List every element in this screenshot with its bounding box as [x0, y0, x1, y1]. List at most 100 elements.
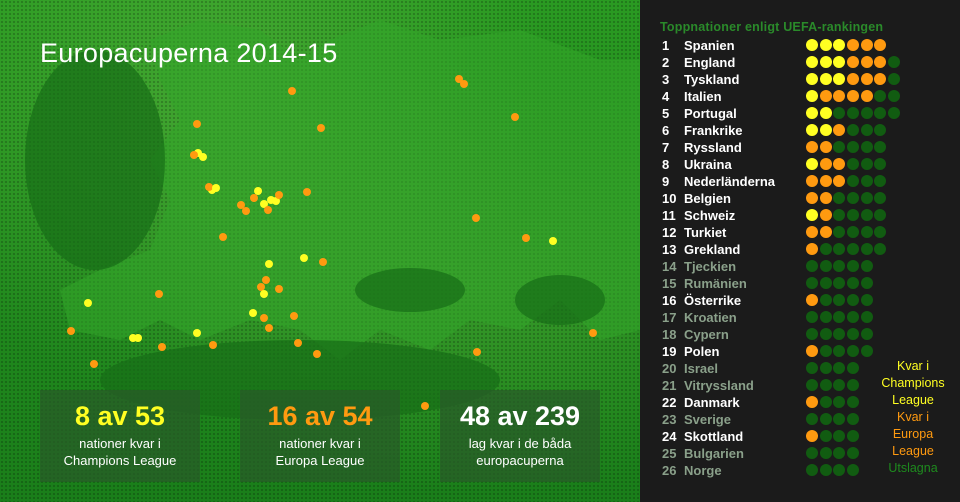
legend-cl-line3: League [892, 393, 934, 407]
eliminated-team-dot [874, 124, 887, 136]
el-team-dot [806, 243, 818, 255]
map-panel: Europacuperna 2014-15 8 av 53 nationer k… [0, 0, 640, 502]
team-status-dots [806, 243, 888, 256]
eliminated-team-dot [819, 413, 832, 425]
rank-number: 9 [662, 174, 670, 189]
legend-europa-league: Kvar i Europa League [873, 409, 953, 460]
rank-country-name: Italien [684, 89, 722, 104]
eliminated-team-dot [847, 260, 860, 272]
eliminated-team-dot [819, 396, 832, 408]
eliminated-team-dot [860, 243, 873, 255]
cl-club-marker [134, 334, 142, 342]
el-club-marker [190, 151, 198, 159]
rank-country-name: Kroatien [684, 310, 737, 325]
eliminated-team-dot [847, 447, 860, 459]
eliminated-team-dot [847, 192, 860, 204]
el-team-dot [806, 430, 818, 442]
cl-team-dot [819, 124, 832, 136]
map-landmass [60, 20, 640, 360]
team-status-dots [806, 158, 888, 171]
eliminated-team-dot [833, 396, 846, 408]
cl-team-dot [806, 73, 818, 85]
el-club-marker [290, 312, 298, 320]
legend-el-line1: Kvar i [897, 410, 929, 424]
ranking-row: 19 Polen [662, 343, 952, 360]
eliminated-team-dot [806, 413, 818, 425]
eliminated-team-dot [847, 396, 860, 408]
el-team-dot [819, 141, 832, 153]
el-club-marker [473, 348, 481, 356]
club-markers [67, 75, 597, 410]
rank-country-name: Portugal [684, 106, 737, 121]
el-club-marker [313, 350, 321, 358]
el-team-dot [819, 192, 832, 204]
el-team-dot [833, 124, 846, 136]
ranking-row: 12 Turkiet [662, 224, 952, 241]
eliminated-team-dot [833, 209, 846, 221]
ranking-row: 2 England [662, 54, 952, 71]
ranking-row: 25 Bulgarien [662, 445, 952, 462]
rank-country-name: Frankrike [684, 123, 743, 138]
rank-number: 5 [662, 106, 670, 121]
eliminated-team-dot [847, 158, 860, 170]
eliminated-team-dot [819, 430, 832, 442]
rank-number: 26 [662, 463, 677, 478]
rank-number: 23 [662, 412, 677, 427]
rank-number: 13 [662, 242, 677, 257]
eliminated-team-dot [819, 243, 832, 255]
cl-team-dot [819, 56, 832, 68]
eliminated-team-dot [806, 464, 818, 476]
eliminated-team-dot [847, 294, 860, 306]
rank-number: 24 [662, 429, 677, 444]
eliminated-team-dot [874, 243, 887, 255]
eliminated-team-dot [860, 311, 873, 323]
el-team-dot [819, 90, 832, 102]
el-club-marker [250, 194, 258, 202]
cl-club-marker [260, 290, 268, 298]
legend-eliminated: Utslagna [873, 460, 953, 477]
team-status-dots [806, 107, 902, 120]
legend-cl-line2: Champions [881, 376, 945, 390]
eliminated-team-dot [819, 277, 832, 289]
eliminated-team-dot [847, 311, 860, 323]
ranking-row: 11 Schweiz [662, 207, 952, 224]
el-club-marker [317, 124, 325, 132]
team-status-dots [806, 277, 874, 290]
eliminated-team-dot [860, 260, 873, 272]
eliminated-team-dot [819, 260, 832, 272]
cl-team-dot [833, 73, 846, 85]
rank-country-name: Danmark [684, 395, 740, 410]
ranking-row: 5 Portugal [662, 105, 952, 122]
el-team-dot [847, 56, 860, 68]
eliminated-team-dot [860, 209, 873, 221]
legend-champions-league: Kvar i Champions League [873, 358, 953, 409]
el-team-dot [806, 345, 818, 357]
team-status-dots [806, 311, 874, 324]
eliminated-team-dot [860, 192, 873, 204]
eliminated-team-dot [833, 192, 846, 204]
eliminated-team-dot [819, 362, 832, 374]
stat-total-line1: lag kvar i de båda [468, 436, 572, 451]
rank-number: 25 [662, 446, 677, 461]
eliminated-team-dot [819, 294, 832, 306]
ranking-row: 8 Ukraina [662, 156, 952, 173]
ranking-row: 3 Tyskland [662, 71, 952, 88]
ranking-row: 9 Nederländerna [662, 173, 952, 190]
eliminated-team-dot [847, 175, 860, 187]
legend-el-line2: Europa [892, 427, 934, 441]
el-team-dot [847, 90, 860, 102]
eliminated-team-dot [806, 311, 818, 323]
eliminated-team-dot [847, 141, 860, 153]
el-club-marker [260, 314, 268, 322]
rank-number: 12 [662, 225, 677, 240]
rank-number: 21 [662, 378, 677, 393]
cl-team-dot [819, 73, 832, 85]
eliminated-team-dot [874, 192, 887, 204]
eliminated-team-dot [819, 447, 832, 459]
rank-country-name: Polen [684, 344, 720, 359]
eliminated-team-dot [819, 379, 832, 391]
eliminated-team-dot [860, 175, 873, 187]
rank-number: 16 [662, 293, 677, 308]
el-team-dot [874, 73, 887, 85]
eliminated-team-dot [860, 277, 873, 289]
